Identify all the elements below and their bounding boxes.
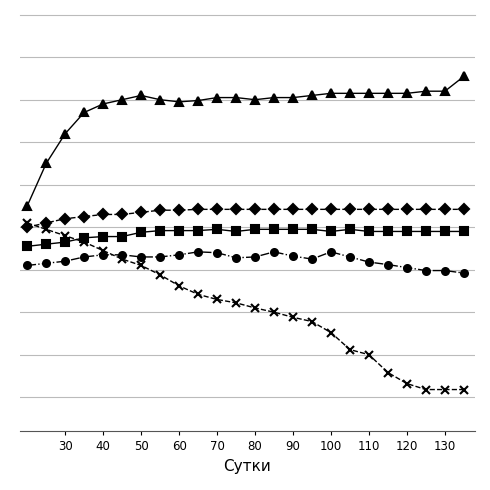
X-axis label: Сутки: Сутки (223, 459, 271, 474)
